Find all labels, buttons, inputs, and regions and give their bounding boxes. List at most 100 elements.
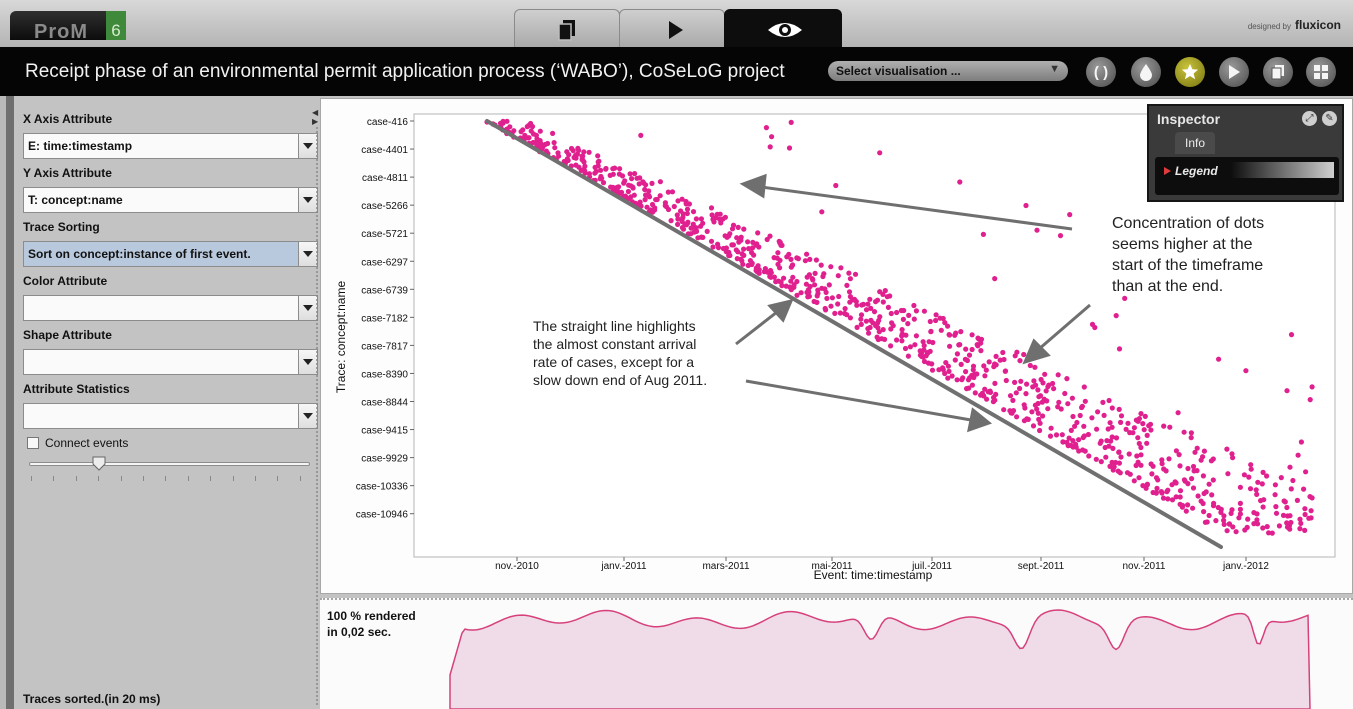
event-dot [1177,488,1184,494]
event-dot [804,251,810,257]
slider-tick [299,476,301,481]
refresh-button[interactable]: ( ) [1086,57,1116,87]
event-dot [971,374,977,381]
event-dot [1117,470,1123,476]
event-dot [1175,410,1181,416]
density-curve [449,609,1311,709]
event-dot [947,343,953,349]
event-dot [842,306,848,312]
slider-tick [187,476,189,481]
tab-workspace[interactable] [514,9,620,47]
visualisation-select[interactable]: Select visualisation ... ▼ [828,61,1068,81]
collapse-panel-arrows[interactable]: ◀ ▶ [312,108,319,126]
event-dot [1288,332,1295,338]
event-dot [1107,420,1113,426]
event-dot [1118,413,1125,419]
event-dot [1221,513,1227,519]
trace-sorting-select[interactable]: Sort on concept:instance of first event. [23,241,318,267]
event-dot [698,216,704,222]
legend-label[interactable]: Legend [1175,164,1218,178]
tab-actions[interactable] [619,9,725,47]
event-dot [1201,490,1207,497]
pin-icon[interactable]: ✎ [1322,111,1337,126]
x-tick-label: janv.-2011 [600,561,647,572]
event-dot [1154,485,1160,491]
event-dot [907,344,914,350]
slider-thumb[interactable] [92,456,106,471]
event-dot [899,327,905,333]
event-dot [735,249,741,255]
detach-icon[interactable]: ⤢ [1302,111,1317,126]
event-dot [788,264,794,270]
drop-icon [1140,64,1152,81]
event-dot [905,353,912,359]
event-dot [1266,530,1272,536]
event-dot [1057,233,1064,239]
expand-arrow-icon[interactable] [1164,167,1171,175]
color-button[interactable] [1131,57,1161,87]
event-dot [1200,473,1206,479]
event-dot [755,230,761,236]
event-dot [854,324,860,330]
event-dot [551,140,557,146]
event-dot [1294,497,1300,503]
y-axis-select[interactable]: T: concept:name [23,187,318,213]
y-axis-title: Trace: concept:name [334,281,348,394]
event-dot [636,181,642,187]
event-dot [860,301,867,307]
grid-button[interactable] [1306,57,1336,87]
event-dot [982,386,988,392]
event-dot [629,176,635,182]
chevron-down-icon[interactable] [298,134,317,158]
x-axis-value: E: time:timestamp [28,139,133,153]
chevron-down-icon[interactable] [298,188,317,212]
tab-views[interactable] [724,9,842,47]
event-dot [1047,433,1054,439]
event-dot [865,326,871,332]
event-dot [875,325,881,331]
event-dot [1045,384,1051,390]
event-dot [1018,378,1024,384]
tab-info[interactable]: Info [1175,132,1216,154]
event-dot [818,262,824,268]
chevron-down-icon[interactable] [298,296,317,320]
event-dot [1044,398,1050,404]
event-dot [1242,527,1248,533]
chevron-down-icon[interactable] [298,404,317,428]
event-dot [1213,518,1219,524]
shape-attribute-select[interactable] [23,349,318,375]
event-dot [1201,509,1207,515]
status-text: Traces sorted.(in 20 ms) [23,692,161,706]
event-dot [929,361,935,367]
chevron-down-icon[interactable] [298,350,317,374]
event-dot [1273,510,1280,516]
event-dot [1142,413,1148,419]
connect-events-checkbox[interactable] [27,437,39,449]
event-dot [650,209,656,215]
event-dot [1000,349,1006,356]
y-axis-value: T: concept:name [28,193,123,207]
event-dot [952,332,958,338]
event-dot [852,271,859,277]
chevron-down-icon[interactable] [298,242,317,266]
color-attribute-select[interactable] [23,295,318,321]
play-button[interactable] [1219,57,1249,87]
event-dot [1032,402,1038,408]
event-dot [899,338,905,344]
slider-track[interactable] [29,462,310,466]
event-dot [1148,427,1154,433]
attribute-statistics-select[interactable] [23,403,318,429]
event-dot [1185,465,1191,472]
event-dot [518,129,524,135]
event-dot [1260,525,1266,531]
event-dot [1031,378,1037,384]
event-dot [750,245,756,251]
export-button[interactable] [1263,57,1293,87]
event-dot [946,368,952,374]
logo-version: 6 [106,11,126,40]
x-axis-select[interactable]: E: time:timestamp [23,133,318,159]
event-dot [1303,469,1309,475]
splitter-grip[interactable] [315,126,319,706]
x-tick-label: nov.-2011 [1123,561,1166,572]
favorite-button[interactable] [1175,57,1205,87]
